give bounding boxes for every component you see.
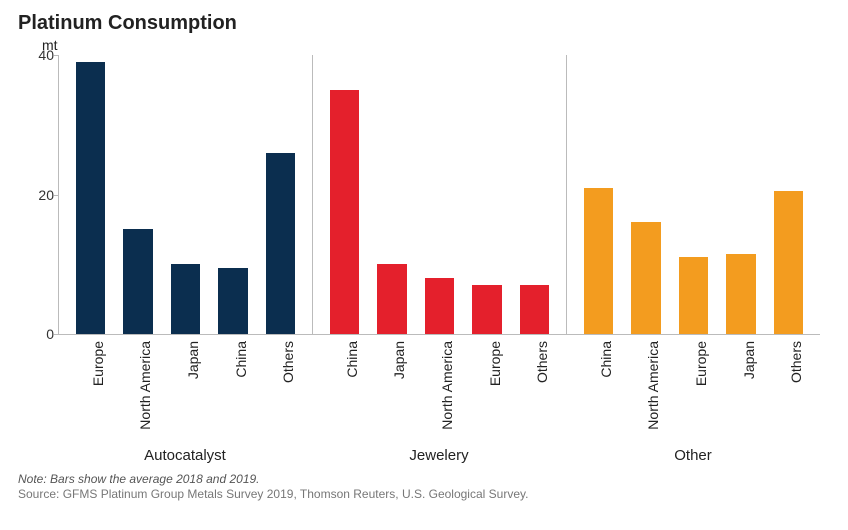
x-tick-label: Europe	[487, 341, 503, 386]
bar-slot	[765, 55, 812, 334]
bar	[266, 153, 295, 334]
x-label-group: China North America Europe Japan Others	[566, 335, 820, 445]
x-label-slot: North America	[114, 335, 162, 445]
x-label-slot: Others	[764, 335, 812, 445]
x-label-slot: Europe	[669, 335, 717, 445]
bar	[520, 285, 549, 334]
x-tick-label: Europe	[90, 341, 106, 386]
chart-note: Note: Bars show the average 2018 and 201…	[18, 472, 830, 486]
x-labels-region: EuropeNorth AmericaJapanChinaOthersChina…	[58, 335, 820, 445]
bar-slot	[416, 55, 463, 334]
x-tick-label: Others	[534, 341, 550, 383]
chart-source: Source: GFMS Platinum Group Metals Surve…	[18, 487, 830, 501]
group-label: Other	[566, 447, 820, 464]
bar-group	[567, 55, 820, 334]
x-label-slot: Europe	[66, 335, 114, 445]
plot-area: 02040	[58, 55, 820, 335]
x-label-slot: Europe	[463, 335, 511, 445]
y-tick-label: 20	[19, 187, 54, 203]
bar-slot	[162, 55, 209, 334]
group-labels-region: AutocatalystJeweleryOther	[58, 447, 820, 464]
bar	[774, 191, 803, 334]
y-tick-mark	[54, 195, 59, 196]
x-tick-label: Europe	[693, 341, 709, 386]
group-label: Jewelery	[312, 447, 566, 464]
bar-slot	[114, 55, 161, 334]
y-tick-label: 0	[19, 326, 54, 342]
x-tick-label: Japan	[185, 341, 201, 379]
y-axis-label: mt	[42, 37, 830, 53]
x-tick-label: China	[598, 341, 614, 378]
bar-slot	[670, 55, 717, 334]
bar	[584, 188, 613, 334]
x-tick-label: North America	[645, 341, 661, 430]
bar	[76, 62, 105, 334]
bar-slot	[209, 55, 256, 334]
y-tick-label: 40	[19, 47, 54, 63]
bar-slot	[575, 55, 622, 334]
x-label-slot: China	[209, 335, 257, 445]
x-label-slot: China	[320, 335, 368, 445]
bar-slot	[717, 55, 764, 334]
bar	[425, 278, 454, 334]
x-label-slot: Japan	[161, 335, 209, 445]
x-label-slot: Japan	[368, 335, 416, 445]
bar-slot	[368, 55, 415, 334]
bar	[171, 264, 200, 334]
chart-title: Platinum Consumption	[18, 12, 830, 35]
x-tick-label: Others	[280, 341, 296, 383]
bar-slot	[622, 55, 669, 334]
x-label-slot: China	[574, 335, 622, 445]
x-tick-label: China	[233, 341, 249, 378]
bar	[472, 285, 501, 334]
bar-slot	[511, 55, 558, 334]
x-tick-label: Others	[788, 341, 804, 383]
x-tick-label: Japan	[741, 341, 757, 379]
x-tick-label: China	[344, 341, 360, 378]
bar-slot	[321, 55, 368, 334]
bar	[330, 90, 359, 334]
bar	[377, 264, 406, 334]
bar	[218, 268, 247, 334]
x-label-group: Europe North America Japan China Others	[58, 335, 312, 445]
bar-slot	[463, 55, 510, 334]
x-label-slot: North America	[415, 335, 463, 445]
bar	[631, 222, 660, 334]
x-tick-label: North America	[137, 341, 153, 430]
x-tick-label: North America	[439, 341, 455, 430]
x-label-slot: Others	[256, 335, 304, 445]
group-label: Autocatalyst	[58, 447, 312, 464]
x-label-slot: North America	[622, 335, 670, 445]
bar-group	[313, 55, 567, 334]
bar-group	[59, 55, 313, 334]
bar	[123, 229, 152, 334]
x-label-group: China Japan North America Europe Others	[312, 335, 566, 445]
x-label-slot: Japan	[717, 335, 765, 445]
bar-slot	[257, 55, 304, 334]
y-tick-mark	[54, 55, 59, 56]
chart-container: Platinum Consumption mt 02040 EuropeNort…	[0, 0, 848, 530]
bar	[726, 254, 755, 334]
x-tick-label: Japan	[391, 341, 407, 379]
x-label-slot: Others	[510, 335, 558, 445]
bar	[679, 257, 708, 334]
bars-region	[59, 55, 820, 334]
bar-slot	[67, 55, 114, 334]
